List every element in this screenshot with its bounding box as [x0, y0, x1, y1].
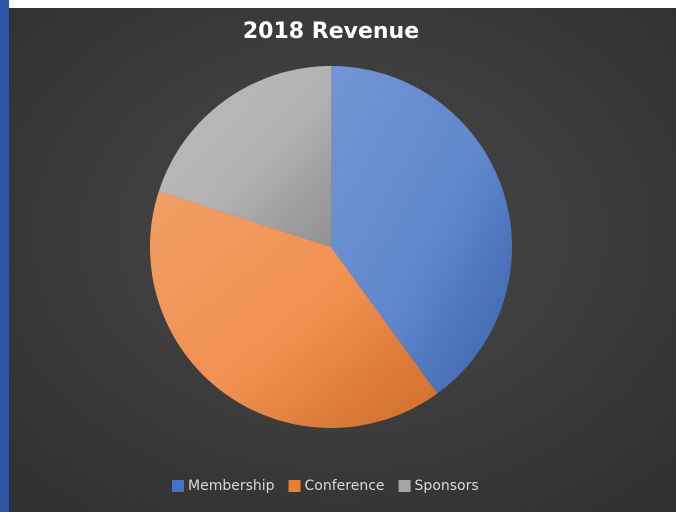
- legend-swatch: [288, 480, 301, 492]
- slice-shading: [149, 191, 438, 428]
- legend-label: Sponsors: [415, 478, 479, 494]
- legend-label: Membership: [188, 478, 275, 494]
- legend-swatch: [398, 480, 411, 492]
- chart-title: 2018 Revenue: [243, 19, 419, 44]
- legend-label: Conference: [305, 478, 385, 494]
- side-strip: [0, 0, 9, 512]
- slice-shading: [331, 66, 512, 394]
- slice-shading: [158, 66, 331, 247]
- legend-swatch: [172, 480, 184, 492]
